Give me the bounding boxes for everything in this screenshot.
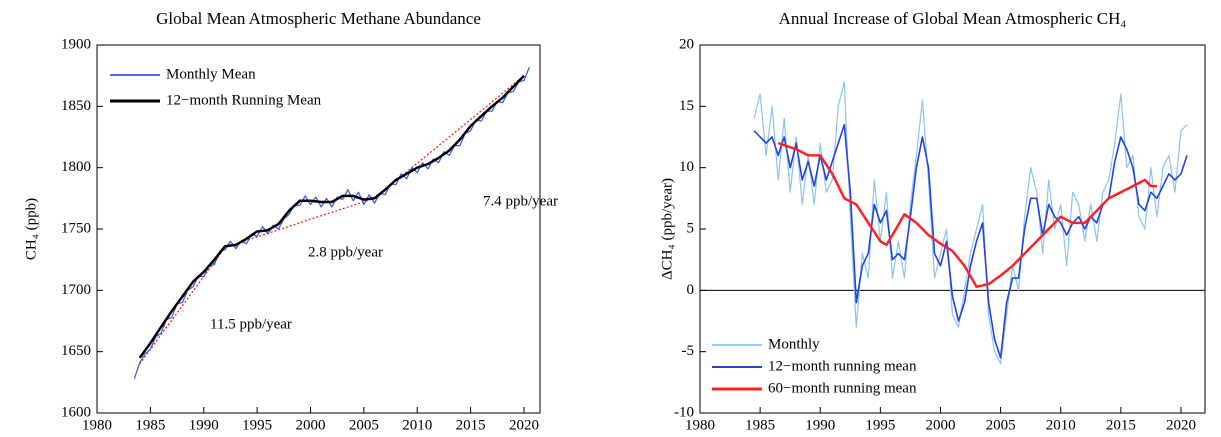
data-line bbox=[138, 74, 525, 359]
x-tick-label: 2010 bbox=[402, 417, 432, 433]
data-line bbox=[753, 123, 1188, 359]
y-tick-label: 1850 bbox=[61, 98, 91, 114]
x-tick-label: 2000 bbox=[925, 417, 955, 433]
y-tick-label: 20 bbox=[679, 36, 694, 52]
x-tick-label: 2020 bbox=[1166, 417, 1196, 433]
y-axis-label: CH₄ (ppb) bbox=[23, 198, 39, 260]
y-tick-label: 15 bbox=[679, 98, 694, 114]
x-tick-label: 2010 bbox=[1046, 417, 1076, 433]
trend-label: 11.5 ppb/year bbox=[210, 316, 292, 332]
y-tick-label: 5 bbox=[687, 220, 695, 236]
data-line bbox=[133, 66, 530, 379]
x-tick-label: 2015 bbox=[456, 417, 486, 433]
chart-title: Global Mean Atmospheric Methane Abundanc… bbox=[156, 9, 481, 28]
legend-label: Monthly bbox=[768, 336, 820, 352]
y-tick-label: 1600 bbox=[61, 404, 91, 420]
x-tick-label: 1990 bbox=[189, 417, 219, 433]
legend-label: 12−month Running Mean bbox=[166, 92, 322, 108]
legend-label: Monthly Mean bbox=[166, 66, 256, 82]
plot-frame bbox=[96, 44, 541, 414]
x-tick-label: 1985 bbox=[135, 417, 165, 433]
y-tick-label: 1650 bbox=[61, 343, 91, 359]
y-tick-label: -10 bbox=[674, 404, 694, 420]
legend-label: 60−month running mean bbox=[768, 380, 917, 396]
trend-line bbox=[139, 247, 226, 365]
x-tick-label: 1995 bbox=[865, 417, 895, 433]
x-tick-label: 1980 bbox=[82, 417, 112, 433]
x-tick-label: 2015 bbox=[1106, 417, 1136, 433]
y-tick-label: 0 bbox=[687, 282, 695, 298]
x-tick-label: 2000 bbox=[295, 417, 325, 433]
legend-label: 12−month running mean bbox=[768, 358, 917, 374]
y-axis-label: ΔCH₄ (ppb/year) bbox=[659, 178, 675, 280]
x-tick-label: 1985 bbox=[745, 417, 775, 433]
plot-frame bbox=[699, 44, 1206, 414]
y-tick-label: 10 bbox=[679, 159, 694, 175]
x-tick-label: 1990 bbox=[805, 417, 835, 433]
y-tick-label: -5 bbox=[682, 343, 695, 359]
data-line bbox=[753, 81, 1188, 365]
x-tick-label: 2020 bbox=[509, 417, 539, 433]
y-tick-label: 1750 bbox=[61, 220, 91, 236]
x-tick-label: 1980 bbox=[685, 417, 715, 433]
x-tick-label: 2005 bbox=[349, 417, 379, 433]
chart-title: Annual Increase of Global Mean Atmospher… bbox=[779, 9, 1127, 28]
x-tick-label: 1995 bbox=[242, 417, 272, 433]
y-tick-label: 1800 bbox=[61, 159, 91, 175]
y-tick-label: 1900 bbox=[61, 36, 91, 52]
data-line bbox=[777, 141, 1157, 288]
y-tick-label: 1700 bbox=[61, 282, 91, 298]
x-tick-label: 2005 bbox=[986, 417, 1016, 433]
trend-label: 2.8 ppb/year bbox=[308, 244, 383, 260]
trend-label: 7.4 ppb/year bbox=[483, 193, 558, 209]
